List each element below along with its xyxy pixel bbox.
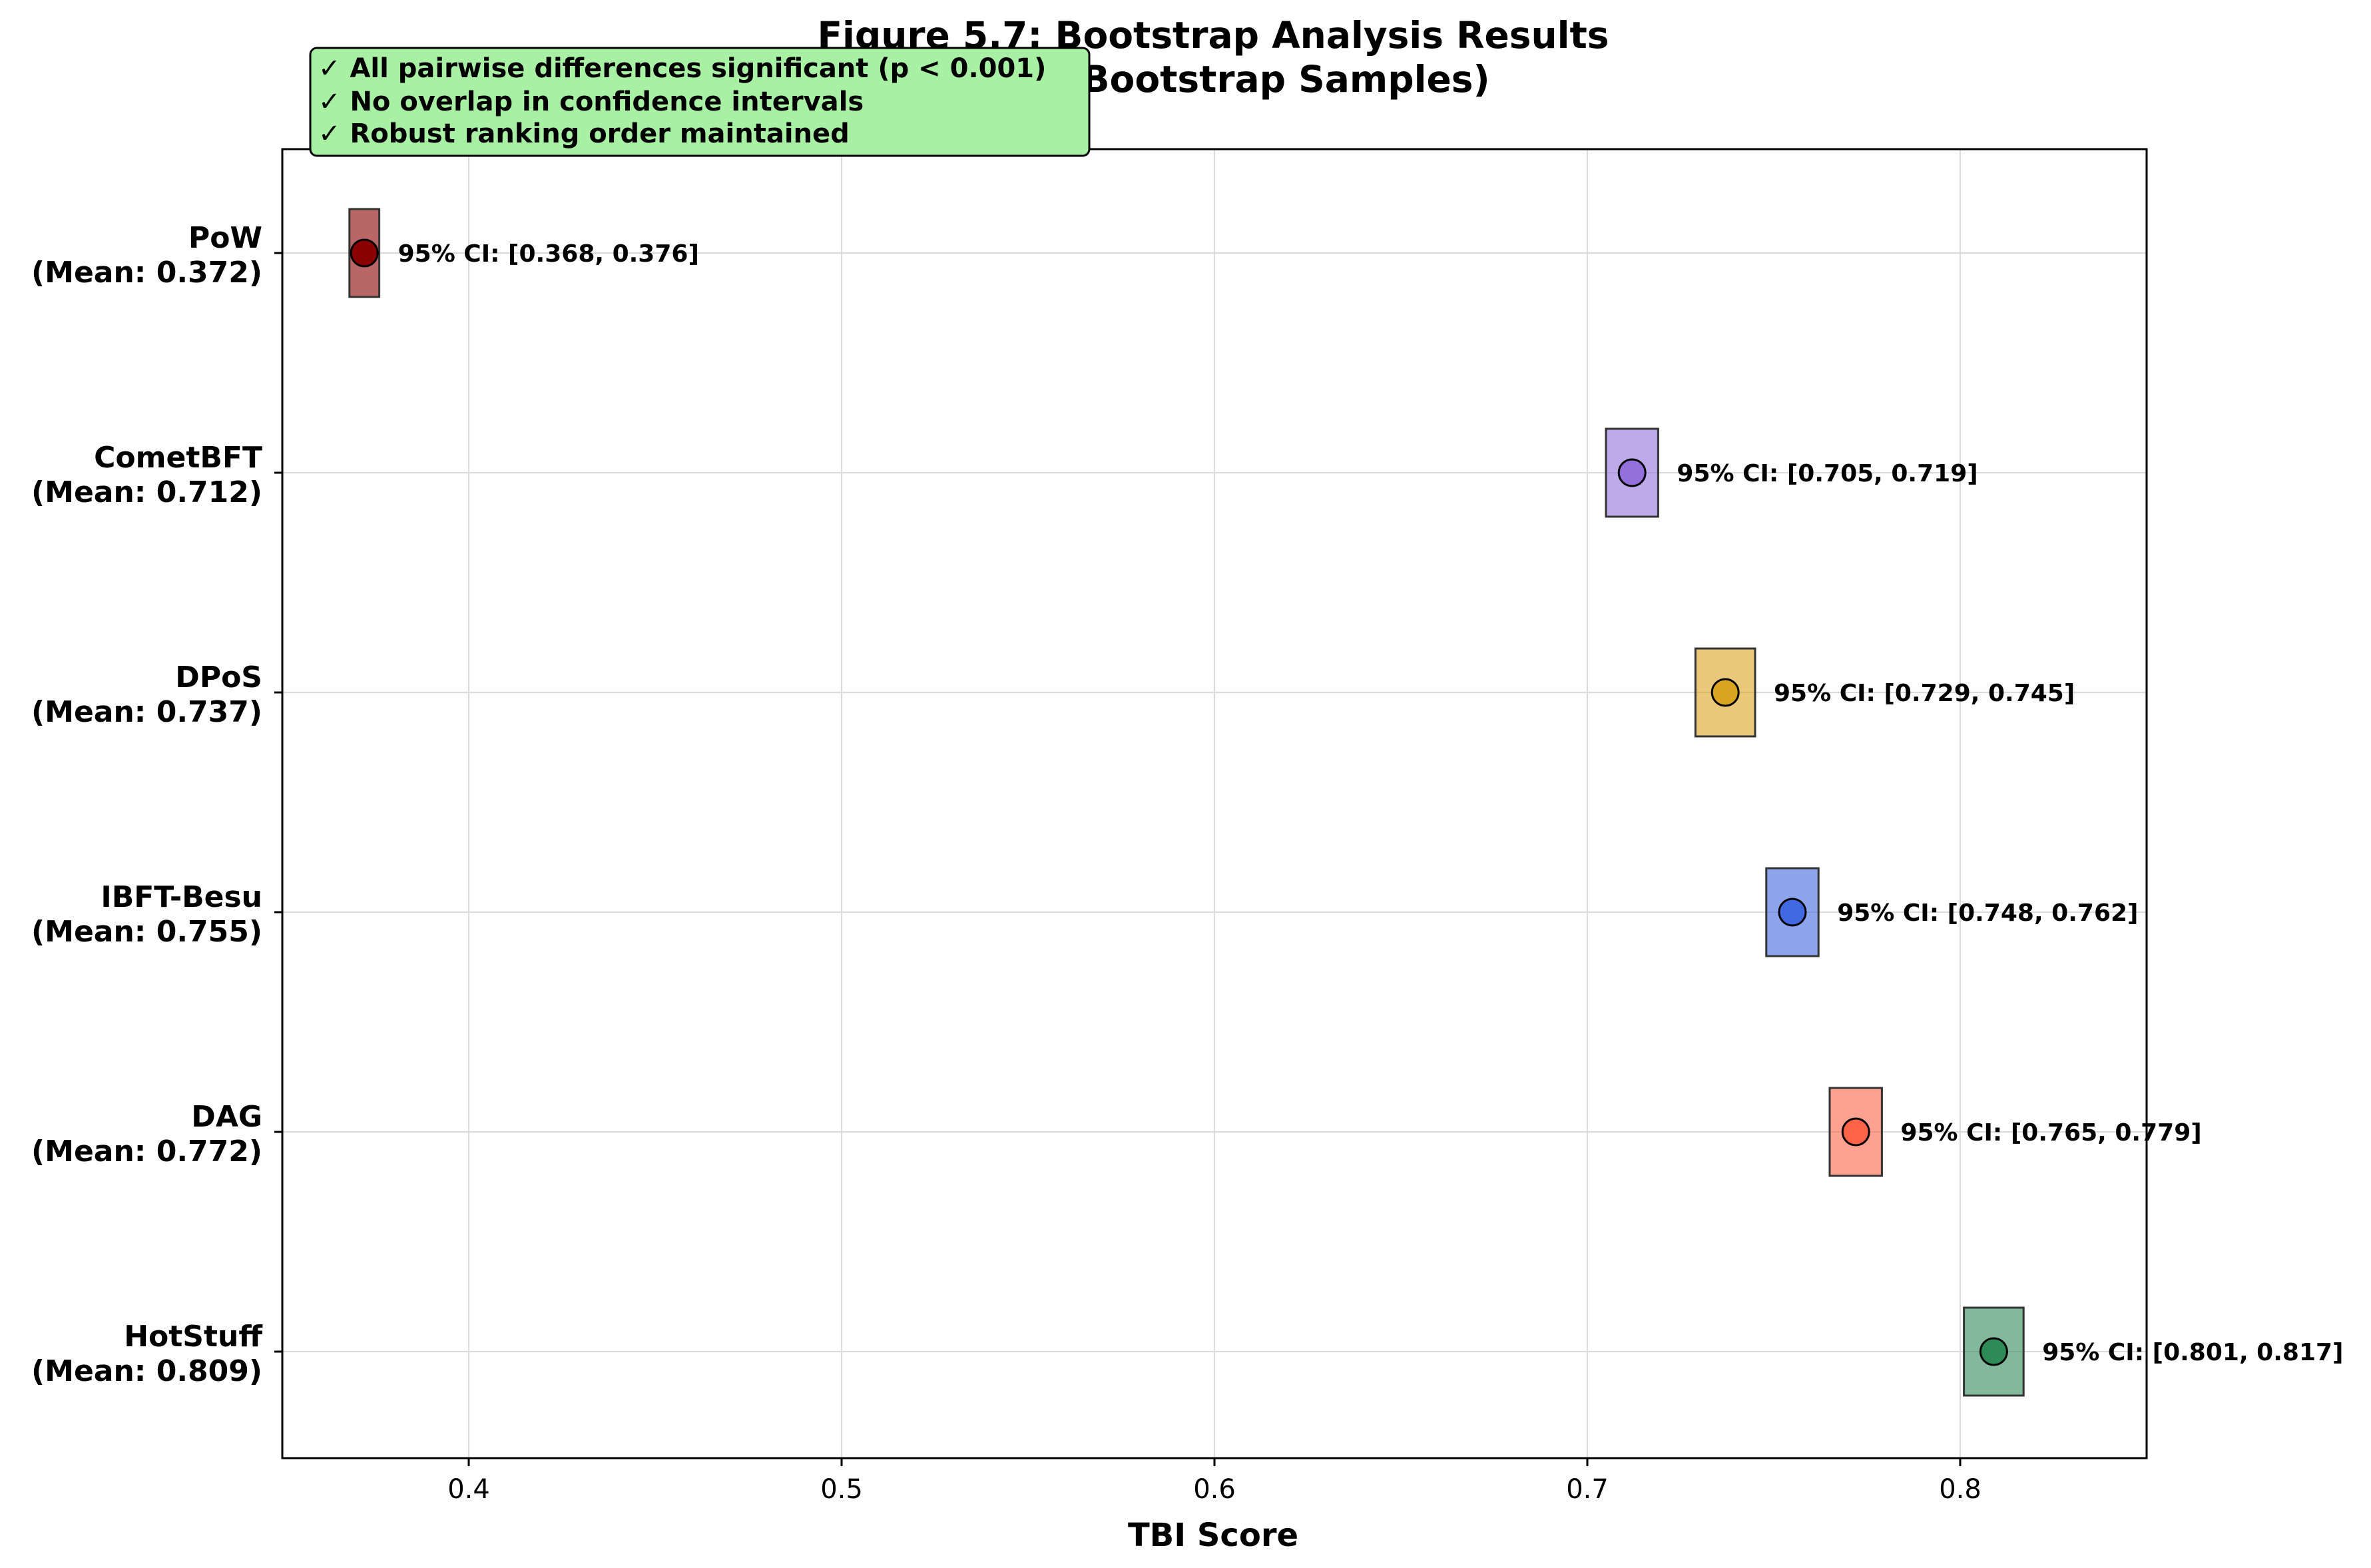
ci-label: 95% CI: [0.765, 0.779] (1900, 1119, 2201, 1147)
x-axis-label: TBI Score (1128, 1517, 1298, 1554)
mean-point (1841, 1117, 1870, 1147)
annotation-line-2: ✓ No overlap in confidence intervals (318, 87, 864, 117)
ci-box (1963, 1306, 2025, 1397)
x-tick-label: 0.8 (1939, 1474, 1981, 1505)
grid-layer (282, 149, 2147, 1458)
series-name-label: DAG (191, 1100, 262, 1134)
y-labels-layer: PoW(Mean: 0.372) CometBFT(Mean: 0.712) DPo… (31, 221, 263, 1388)
series-mean-label: (Mean: 0.712) (31, 475, 262, 509)
x-tick-label: 0.6 (1193, 1474, 1236, 1505)
series-name-label: HotStuff (124, 1320, 263, 1354)
series-name-label: CometBFT (94, 441, 262, 475)
annotation-background (309, 47, 1091, 157)
series-mean-label: (Mean: 0.372) (31, 256, 262, 290)
mean-point (350, 238, 379, 268)
mean-point (1617, 458, 1647, 487)
series-name-label: DPoS (175, 660, 262, 694)
series-name-label: IBFT-Besu (101, 880, 262, 914)
series-mean-label: (Mean: 0.772) (31, 1135, 262, 1169)
ci-label: 95% CI: [0.801, 0.817] (2042, 1339, 2343, 1366)
x-ticks-layer: 0.4 0.5 0.6 0.7 0.8 (274, 252, 1981, 1505)
series-mean-label: (Mean: 0.755) (31, 915, 262, 949)
series-mean-label: (Mean: 0.737) (31, 695, 262, 729)
significance-annotation: ✓ All pairwise differences significant (… (309, 47, 1091, 157)
series-name-label: PoW (188, 221, 262, 255)
mean-point (1778, 898, 1807, 927)
mean-point (1711, 678, 1740, 707)
annotation-line-1: ✓ All pairwise differences significant (… (318, 53, 1046, 84)
series-mean-label: (Mean: 0.809) (31, 1354, 262, 1388)
x-tick-label: 0.4 (447, 1474, 490, 1505)
ci-label: 95% CI: [0.748, 0.762] (1837, 900, 2138, 927)
ci-label: 95% CI: [0.368, 0.376] (398, 240, 699, 268)
ci-label: 95% CI: [0.729, 0.745] (1774, 680, 2075, 707)
x-tick-label: 0.5 (820, 1474, 863, 1505)
annotation-line-3: ✓ Robust ranking order maintained (318, 119, 850, 149)
x-tick-label: 0.7 (1566, 1474, 1609, 1505)
mean-point (1979, 1337, 2008, 1366)
ci-label: 95% CI: [0.705, 0.719] (1677, 460, 1977, 487)
marks-layer: 95% CI: [0.368, 0.376] 95% CI: [0.705, 0.… (348, 208, 2344, 1397)
